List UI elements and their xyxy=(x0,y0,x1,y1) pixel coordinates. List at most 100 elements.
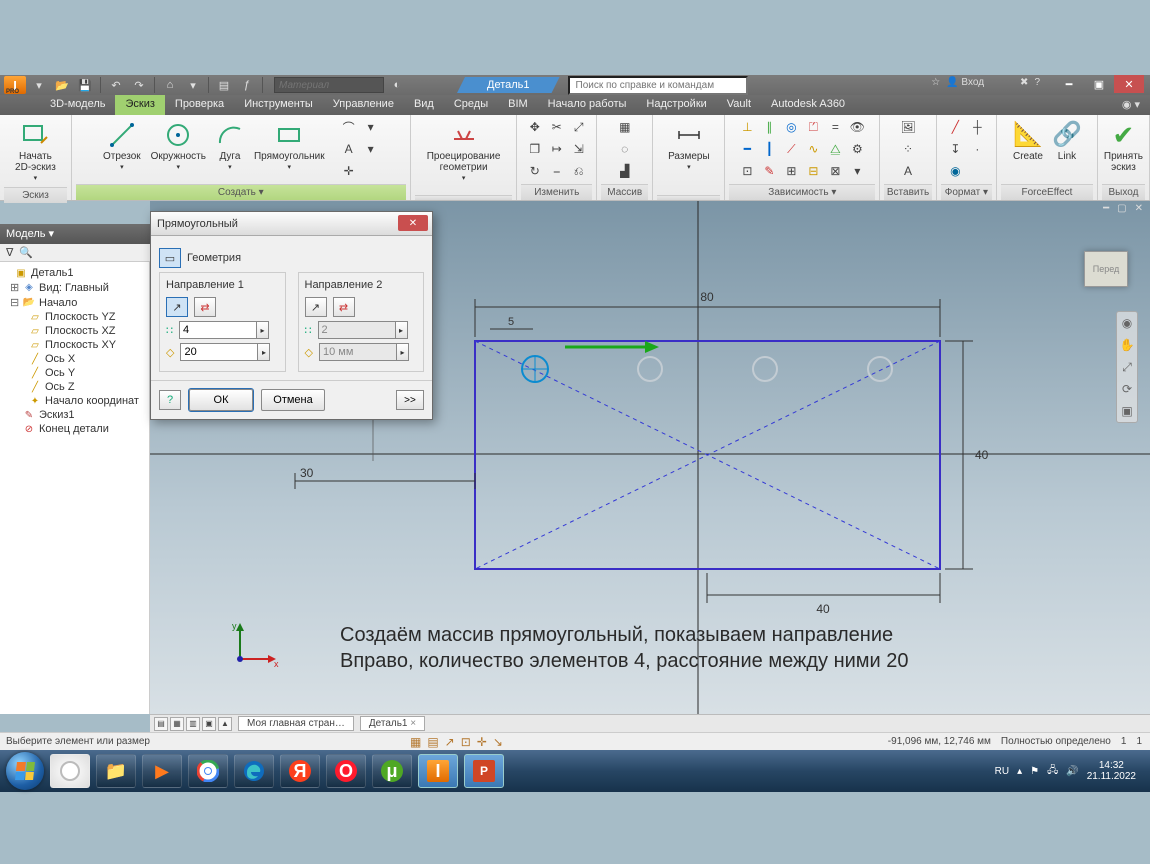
nav-pan-icon[interactable]: ✋ xyxy=(1119,337,1135,353)
tab-a360[interactable]: Autodesk A360 xyxy=(761,95,855,115)
tab-bim[interactable]: BIM xyxy=(498,95,538,115)
snap-5-icon[interactable]: ✛ xyxy=(477,735,487,749)
tree-plane-yz[interactable]: ▱Плоскость YZ xyxy=(2,310,147,324)
circ-pattern-icon[interactable]: ◌ xyxy=(615,139,635,159)
dir1-count-input[interactable] xyxy=(179,321,257,339)
c-show-icon[interactable]: 👁 xyxy=(847,117,867,137)
point-icon[interactable]: ✛ xyxy=(339,161,359,181)
select-icon[interactable]: ▾ xyxy=(183,76,203,94)
material-field[interactable] xyxy=(274,77,384,93)
tb-opera-icon[interactable]: O xyxy=(326,754,366,788)
tb-utorrent-icon[interactable]: μ xyxy=(372,754,412,788)
tray-flag-icon[interactable]: ⚑ xyxy=(1030,766,1039,777)
doctab-close-icon[interactable]: × xyxy=(410,718,416,729)
docview-4-icon[interactable]: ▣ xyxy=(202,717,216,731)
fmt-driven-icon[interactable]: ↧ xyxy=(945,139,965,159)
start-button[interactable] xyxy=(6,752,44,790)
project-geometry-button[interactable]: Проецирование геометрии▾ xyxy=(425,117,503,187)
dialog-title[interactable]: Прямоугольный ✕ xyxy=(151,212,432,236)
param-icon[interactable]: ƒ xyxy=(237,76,257,94)
tab-3dmodel[interactable]: 3D-модель xyxy=(40,95,115,115)
dialog-help-button[interactable]: ? xyxy=(159,390,181,410)
dir2-flip-button[interactable]: ⇄ xyxy=(333,297,355,317)
save-icon[interactable]: 💾 xyxy=(75,76,95,94)
x-icon[interactable]: ✖ xyxy=(1020,77,1028,88)
start-2d-sketch-button[interactable]: Начать 2D-эскиз ▾ xyxy=(13,117,58,187)
c-sym-icon[interactable]: ⧋ xyxy=(825,139,845,159)
dialog-close-button[interactable]: ✕ xyxy=(398,215,428,231)
tree-view[interactable]: ⊞◈Вид: Главный xyxy=(2,280,147,295)
tb-inventor-icon[interactable]: I xyxy=(418,754,458,788)
copy-icon[interactable]: ❐ xyxy=(525,139,545,159)
tab-env[interactable]: Среды xyxy=(444,95,498,115)
nav-orbit-icon[interactable]: ⟳ xyxy=(1119,381,1135,397)
snap-1-icon[interactable]: ▦ xyxy=(410,735,421,749)
rect-pattern-icon[interactable]: ▦ xyxy=(615,117,635,137)
tab-vault[interactable]: Vault xyxy=(717,95,761,115)
dir1-count-spin[interactable]: ▸ xyxy=(257,321,269,339)
offset-icon[interactable]: ⎌ xyxy=(569,161,589,181)
tb-explorer-icon[interactable]: 📁 xyxy=(96,754,136,788)
snap-2-icon[interactable]: ▤ xyxy=(427,735,438,749)
tray-clock[interactable]: 14:3221.11.2022 xyxy=(1087,760,1136,782)
insert-img-icon[interactable]: 🖼 xyxy=(898,117,918,137)
tab-getstarted[interactable]: Начало работы xyxy=(538,95,637,115)
tree-origin-pt[interactable]: ✦Начало координат xyxy=(2,394,147,408)
minimize-button[interactable]: ━ xyxy=(1054,75,1084,93)
new-icon[interactable]: ▾ xyxy=(29,76,49,94)
c-conc-icon[interactable]: ◎ xyxy=(781,117,801,137)
fe-link-button[interactable]: 🔗Link xyxy=(1051,117,1083,166)
find-icon[interactable]: 🔍 xyxy=(19,246,33,259)
open-icon[interactable]: 📂 xyxy=(52,76,72,94)
finish-sketch-button[interactable]: ✔Принять эскиз xyxy=(1102,117,1145,177)
doctab-part[interactable]: Деталь1 × xyxy=(360,716,425,731)
nav-steering-icon[interactable]: ◉ xyxy=(1119,315,1135,331)
scale-icon[interactable]: ⤢ xyxy=(569,117,589,137)
ok-button[interactable]: ОК xyxy=(189,389,253,411)
rectangle-button[interactable]: Прямоугольник▾ xyxy=(252,117,327,176)
docview-2-icon[interactable]: ▦ xyxy=(170,717,184,731)
home-icon[interactable]: ⌂ xyxy=(160,76,180,94)
move-icon[interactable]: ✥ xyxy=(525,117,545,137)
tb-yandex-icon[interactable] xyxy=(50,754,90,788)
fmt-constr-icon[interactable]: ╱ xyxy=(945,117,965,137)
star-icon[interactable]: ☆ xyxy=(931,77,940,88)
tab-tools[interactable]: Инструменты xyxy=(234,95,323,115)
more-2-icon[interactable]: ▾ xyxy=(361,139,381,159)
insert-pts-icon[interactable]: ⁘ xyxy=(898,139,918,159)
tray-up-icon[interactable]: ▴ xyxy=(1017,766,1022,777)
c-smooth-icon[interactable]: ∿ xyxy=(803,139,823,159)
fe-create-button[interactable]: 📐Create xyxy=(1011,117,1045,166)
c-more4-icon[interactable]: ⊟ xyxy=(803,161,823,181)
dir1-spacing-input[interactable] xyxy=(180,343,258,361)
docview-up-icon[interactable]: ▲ xyxy=(218,717,232,731)
app-logo-icon[interactable]: IPRO xyxy=(4,76,26,94)
fmt-pt-icon[interactable]: · xyxy=(967,139,987,159)
tab-view[interactable]: Вид xyxy=(404,95,444,115)
fmt-show-icon[interactable]: ◉ xyxy=(945,161,965,181)
dir1-spacing-spin[interactable]: ▸ xyxy=(258,343,270,361)
tree-eop[interactable]: ⊘Конец детали xyxy=(2,422,147,436)
filter-icon[interactable]: ∇ xyxy=(6,246,13,259)
arc-button[interactable]: Дуга▾ xyxy=(214,117,246,176)
c-tan-icon[interactable]: ⟋ xyxy=(781,139,801,159)
c-coinc-icon[interactable]: ⊥ xyxy=(737,117,757,137)
snap-6-icon[interactable]: ↘ xyxy=(493,735,503,749)
tab-sketch[interactable]: Эскиз xyxy=(115,95,164,115)
split-icon[interactable]: ⎯ xyxy=(547,161,567,181)
tree-axis-x[interactable]: ╱Ось X xyxy=(2,352,147,366)
c-more6-icon[interactable]: ▾ xyxy=(847,161,867,181)
stretch-icon[interactable]: ⇲ xyxy=(569,139,589,159)
tree-sketch1[interactable]: ✎Эскиз1 xyxy=(2,408,147,422)
browser-header[interactable]: Модель ▾ xyxy=(0,224,150,244)
tb-media-icon[interactable]: ▶ xyxy=(142,754,182,788)
tb-edge-icon[interactable] xyxy=(234,754,274,788)
fillet-icon[interactable]: ⌒ xyxy=(339,117,359,137)
circle-button[interactable]: Окружность▾ xyxy=(149,117,208,176)
redo-icon[interactable]: ↷ xyxy=(129,76,149,94)
appearance-icon[interactable]: ◐ xyxy=(387,76,407,94)
tree-origin[interactable]: ⊟📂Начало xyxy=(2,295,147,310)
docview-3-icon[interactable]: ▥ xyxy=(186,717,200,731)
tb-ya-icon[interactable]: Я xyxy=(280,754,320,788)
more-3-icon[interactable] xyxy=(361,161,381,181)
